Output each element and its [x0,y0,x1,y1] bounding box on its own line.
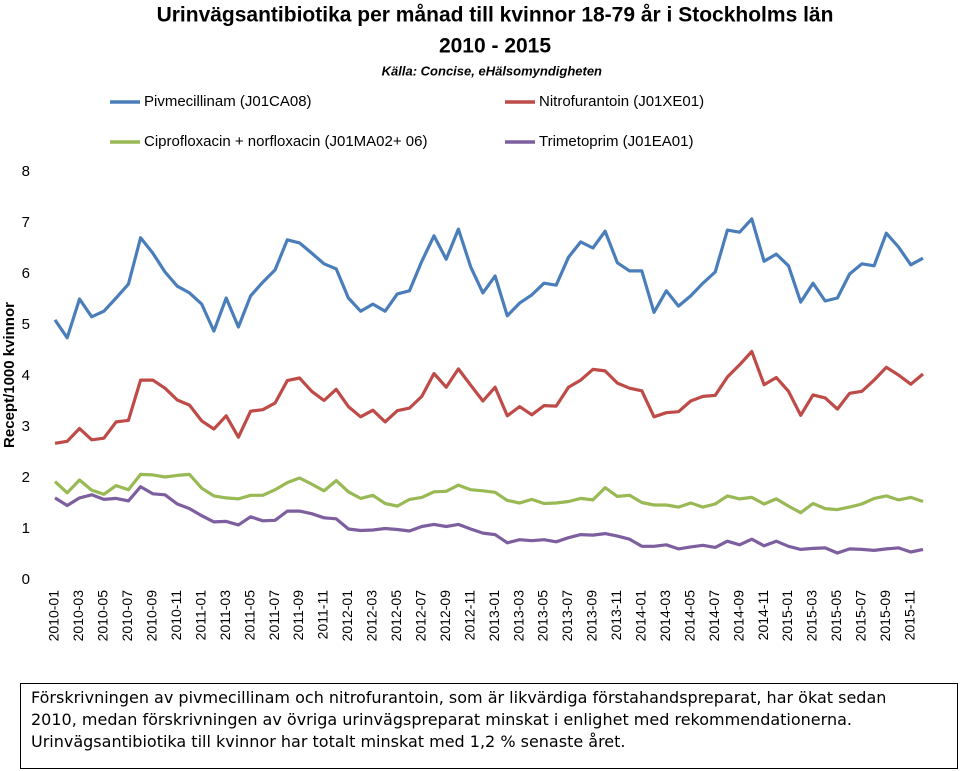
x-tick-label: 2011-09 [290,590,306,641]
chart: Urinvägsantibiotika per månad till kvinn… [1,4,925,642]
series-line [54,485,924,555]
x-tick-label: 2013-03 [510,590,526,642]
y-tick-label: 8 [22,163,30,180]
y-tick-label: 2 [22,469,30,486]
x-tick-label: 2012-11 [461,590,477,641]
x-tick-label: 2015-11 [901,590,917,641]
x-tick-label: 2015-03 [804,590,820,642]
x-tick-label: 2011-01 [192,590,208,641]
note-box: Förskrivningen av pivmecillinam och nitr… [20,683,958,769]
x-tick-label: 2012-09 [437,590,453,642]
x-tick-label: 2015-09 [877,590,893,642]
x-tick-label: 2011-11 [315,590,331,640]
x-tick-label: 2013-09 [584,590,600,642]
x-tick-label: 2010-11 [168,590,184,641]
chart-subtitle: 2010 - 2015 [439,35,551,58]
x-tick-label: 2014-05 [681,590,697,642]
x-tick-label: 2013-07 [559,590,575,642]
x-tick-label: 2010-03 [70,590,86,642]
x-tick-label: 2015-01 [779,590,795,642]
x-tick-label: 2013-11 [608,590,624,641]
x-tick-label: 2012-01 [339,590,355,642]
legend-label: Ciprofloxacin + norfloxacin (J01MA02+ 06… [144,133,427,150]
y-axis-label: Recept/1000 kvinnor [1,302,18,448]
note-line: 2010, medan förskrivningen av övriga uri… [31,710,852,729]
x-tick-label: 2014-03 [657,590,673,642]
y-tick-label: 5 [22,316,30,333]
note-line: Förskrivningen av pivmecillinam och nitr… [31,688,887,707]
x-tick-label: 2011-03 [217,590,233,641]
source: Källa: Concise, eHälsomyndigheten [382,63,602,78]
legend-label: Trimetoprim (J01EA01) [539,133,693,150]
x-tick-label: 2010-05 [95,590,111,642]
x-tick-label: 2014-09 [730,590,746,642]
x-tick-label: 2014-11 [755,590,771,641]
x-tick-label: 2010-07 [119,590,135,642]
y-tick-label: 1 [22,520,30,537]
x-tick-label: 2015-05 [828,590,844,642]
note-line: Urinvägsantibiotika till kvinnor har tot… [31,732,626,751]
series-line [53,217,924,340]
x-tick-label: 2014-01 [633,590,649,642]
y-tick-label: 6 [22,265,30,282]
x-tick-label: 2013-05 [535,590,551,642]
x-tick-label: 2011-05 [241,590,257,641]
x-tick-label: 2012-03 [364,590,380,642]
legend-label: Nitrofurantoin (J01XE01) [539,93,704,110]
x-tick-label: 2012-07 [412,590,428,642]
x-tick-label: 2012-05 [388,590,404,642]
x-tick-label: 2015-07 [853,590,869,642]
legend-label: Pivmecillinam (J01CA08) [144,93,312,110]
y-tick-label: 4 [22,367,30,384]
chart-title: Urinvägsantibiotika per månad till kvinn… [157,4,834,27]
x-tick-label: 2010-01 [46,590,62,642]
x-tick-label: 2011-07 [266,590,282,641]
series-line [54,349,925,445]
y-tick-label: 3 [22,418,30,435]
x-tick-label: 2014-07 [706,590,722,642]
x-tick-label: 2013-01 [486,590,502,642]
series-line [53,472,924,515]
x-tick-label: 2010-09 [144,590,160,642]
y-tick-label: 7 [22,214,30,231]
y-tick-label: 0 [22,571,30,588]
